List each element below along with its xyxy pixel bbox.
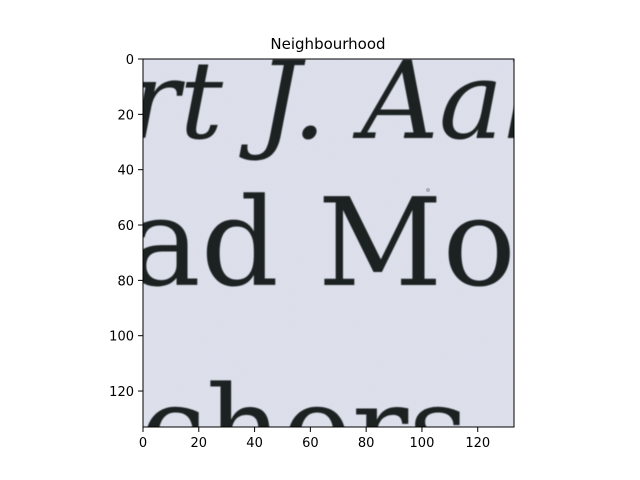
x-tick-label: 100 [410, 436, 435, 451]
figure-title: Neighbourhood [270, 35, 385, 53]
scan-line-2: ad Moo [128, 172, 589, 314]
x-axis: 0 20 40 60 80 100 120 [139, 427, 490, 451]
x-tick-label: 20 [191, 436, 208, 451]
y-tick-label: 80 [117, 274, 134, 289]
y-tick-label: 0 [126, 53, 134, 68]
x-tick-label: 60 [302, 436, 319, 451]
axes-frame [142, 58, 515, 428]
dust-speck [426, 188, 430, 192]
x-tick-label: 80 [358, 436, 375, 451]
scan-line-3: chers a [140, 360, 577, 480]
x-tick-label: 0 [139, 436, 147, 451]
y-tick-label: 100 [109, 330, 134, 345]
y-tick-label: 60 [117, 219, 134, 234]
y-tick-label: 120 [109, 385, 134, 400]
y-tick-label: 40 [117, 164, 134, 179]
scanned-text-image: rt J. Aall ad Moo chers a [128, 39, 589, 480]
scan-line-1: rt J. Aall [128, 39, 572, 164]
y-axis: 0 20 40 60 80 100 120 [109, 53, 143, 400]
paper-background [143, 59, 514, 427]
x-tick-label: 40 [246, 436, 263, 451]
x-tick-label: 120 [465, 436, 490, 451]
y-tick-label: 20 [117, 108, 134, 123]
